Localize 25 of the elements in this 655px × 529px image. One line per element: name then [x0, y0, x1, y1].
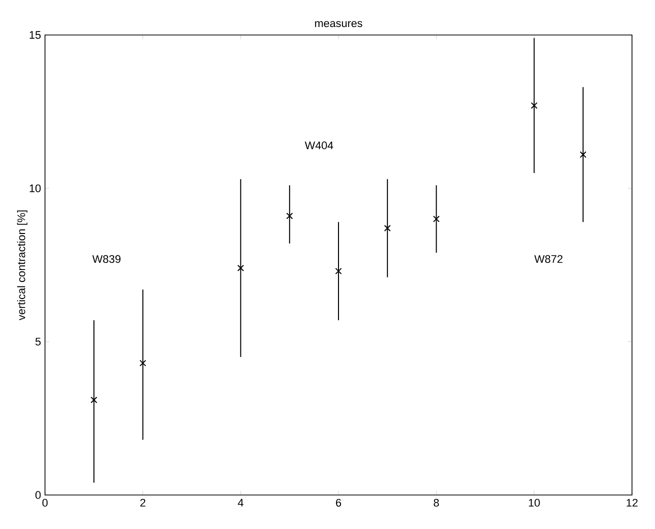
point: [286, 212, 293, 220]
y-axis-title: vertical contraction [%]: [17, 210, 28, 320]
annotation: W872: [534, 255, 562, 263]
y-tick-label: 5: [35, 338, 41, 346]
x-tick-label: 2: [140, 498, 146, 507]
point: [335, 268, 342, 274]
x-tick-label: 6: [336, 498, 342, 507]
x-tick-label: 12: [626, 498, 638, 507]
point: [140, 360, 146, 366]
point: [384, 224, 391, 232]
point: [530, 102, 538, 109]
x-tick-label: 8: [434, 498, 439, 507]
annotation: W404: [304, 142, 334, 150]
point: [90, 396, 98, 404]
x-tick-label: 0: [42, 498, 48, 507]
annotation: W839: [92, 255, 120, 263]
y-tick-label: 15: [30, 31, 41, 39]
x-tick-label: 10: [528, 498, 540, 507]
point: [237, 264, 244, 272]
point: [580, 151, 586, 158]
y-tick-label: 0: [35, 491, 41, 499]
x-tick-label: 4: [238, 498, 244, 506]
point: [433, 216, 440, 222]
chart-title: measures: [315, 21, 362, 28]
y-tick-label: 10: [30, 184, 41, 192]
